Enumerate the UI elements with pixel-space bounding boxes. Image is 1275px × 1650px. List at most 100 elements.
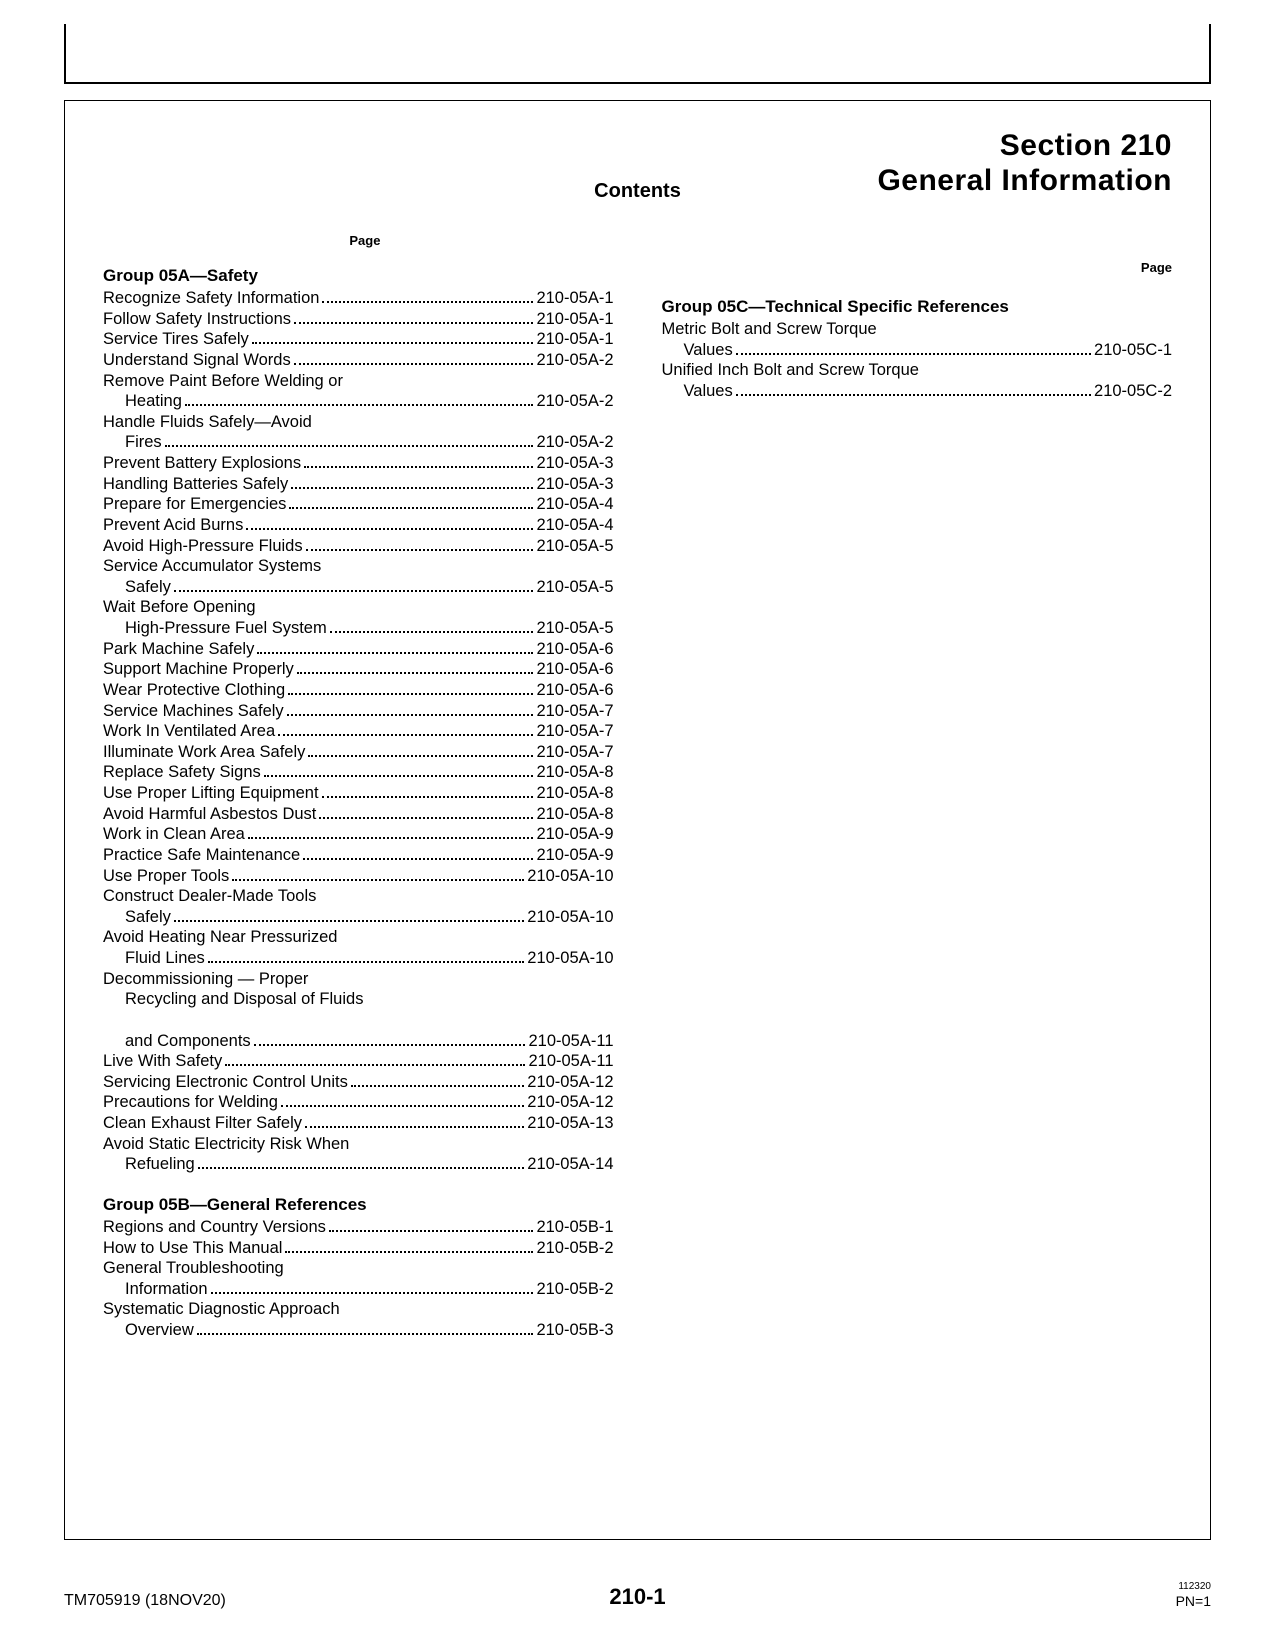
toc-entry-last-row: Prepare for Emergencies 210-05A-4	[103, 494, 614, 515]
toc-entry-title: Live With Safety	[103, 1051, 222, 1072]
content-box: Section 210 General Information Contents…	[64, 100, 1211, 1540]
toc-entry-last-row: Precautions for Welding210-05A-12	[103, 1092, 614, 1113]
toc-page-ref: 210-05B-2	[536, 1279, 613, 1300]
toc-entry-title: Recognize Safety Information	[103, 288, 319, 309]
section-line-2: General Information	[877, 164, 1172, 197]
toc-entry: Decommissioning — ProperRecycling and Di…	[103, 969, 614, 1052]
toc-entry-last-row: Servicing Electronic Control Units210-05…	[103, 1072, 614, 1093]
toc-dots	[330, 621, 534, 633]
group-title: Group 05A—Safety	[103, 266, 614, 286]
toc-entry: Construct Dealer-Made ToolsSafely210-05A…	[103, 886, 614, 927]
toc-entry-last-row: Service Machines Safely 210-05A-7	[103, 701, 614, 722]
toc-entry: Avoid Harmful Asbestos Dust210-05A-8	[103, 804, 614, 825]
toc-entry-line: Service Accumulator Systems	[103, 557, 321, 575]
toc-dots	[225, 1055, 525, 1067]
toc-dots	[198, 1158, 525, 1170]
toc-entry-title: Follow Safety Instructions	[103, 309, 291, 330]
toc-entry-title: Safely	[125, 907, 171, 928]
toc-entry-title: Overview	[125, 1320, 194, 1341]
toc-entry-last-row: Replace Safety Signs210-05A-8	[103, 762, 614, 783]
toc-entry: Avoid High-Pressure Fluids210-05A-5	[103, 536, 614, 557]
toc-entry-last-row: Prevent Acid Burns210-05A-4	[103, 515, 614, 536]
toc-entry: Wait Before OpeningHigh-Pressure Fuel Sy…	[103, 597, 614, 638]
toc-dots	[308, 745, 533, 757]
toc-entry-last-row: Wear Protective Clothing210-05A-6	[103, 680, 614, 701]
toc-page-ref: 210-05A-13	[527, 1113, 613, 1134]
toc-dots	[287, 704, 534, 716]
toc-entry: Prevent Battery Explosions210-05A-3	[103, 453, 614, 474]
toc-entry-title: Fluid Lines	[125, 948, 205, 969]
toc-page-ref: 210-05A-1	[536, 329, 613, 350]
toc-entry-last-row: Practice Safe Maintenance210-05A-9	[103, 845, 614, 866]
toc-entry: Prepare for Emergencies 210-05A-4	[103, 494, 614, 515]
toc-entry-title: Service Machines Safely	[103, 701, 284, 722]
toc-entry: Avoid Heating Near PressurizedFluid Line…	[103, 927, 614, 968]
footer-center: 210-1	[64, 1584, 1211, 1610]
toc-page-ref: 210-05A-7	[536, 701, 613, 722]
toc-entry-title: Clean Exhaust Filter Safely	[103, 1113, 302, 1134]
toc-entry: Recognize Safety Information210-05A-1	[103, 288, 614, 309]
toc-page-ref: 210-05A-9	[536, 845, 613, 866]
toc-page-ref: 210-05A-14	[527, 1154, 613, 1175]
toc-page-ref: 210-05A-11	[528, 1051, 613, 1072]
toc-entry-last-row: Service Tires Safely210-05A-1	[103, 329, 614, 350]
toc-entry: Handle Fluids Safely—AvoidFires210-05A-2	[103, 412, 614, 453]
toc-entry: Follow Safety Instructions 210-05A-1	[103, 309, 614, 330]
toc-entry-last-row: Support Machine Properly210-05A-6	[103, 659, 614, 680]
toc-entry-title: Handling Batteries Safely	[103, 474, 288, 495]
group-title: Group 05C—Technical Specific References	[662, 297, 1173, 317]
toc-entry-title: Fires	[125, 432, 162, 453]
toc-entry: Avoid Static Electricity Risk WhenRefuel…	[103, 1134, 614, 1175]
toc-dots	[254, 1034, 526, 1046]
toc-dots	[232, 869, 524, 881]
toc-dots	[174, 580, 534, 592]
toc-entry-line: Systematic Diagnostic Approach	[103, 1300, 340, 1318]
toc-page-ref: 210-05A-7	[536, 721, 613, 742]
toc-dots	[246, 518, 533, 530]
toc-entry-title: Servicing Electronic Control Units	[103, 1072, 348, 1093]
toc-dots	[291, 477, 533, 489]
toc-entry-title: Work in Clean Area	[103, 824, 245, 845]
toc-entry-last-row: Values210-05C-1	[662, 340, 1173, 361]
toc-page-ref: 210-05A-6	[536, 659, 613, 680]
toc-entry-title: Avoid High-Pressure Fluids	[103, 536, 303, 557]
toc-entry-last-row: Use Proper Tools210-05A-10	[103, 866, 614, 887]
toc-entry-last-row: Work In Ventilated Area210-05A-7	[103, 721, 614, 742]
toc-page-ref: 210-05B-2	[536, 1238, 613, 1259]
toc-page-ref: 210-05A-4	[536, 515, 613, 536]
toc-entry: Precautions for Welding210-05A-12	[103, 1092, 614, 1113]
toc-entry-title: Replace Safety Signs	[103, 762, 261, 783]
toc-entry-line: Decommissioning — Proper	[103, 970, 308, 988]
toc-page-ref: 210-05A-8	[536, 804, 613, 825]
toc-entry-line: Remove Paint Before Welding or	[103, 372, 343, 390]
toc-entry-last-row: Use Proper Lifting Equipment210-05A-8	[103, 783, 614, 804]
toc-page-ref: 210-05A-10	[527, 866, 613, 887]
toc-entry: Service Accumulator SystemsSafely210-05A…	[103, 556, 614, 597]
toc-entry-line: Avoid Static Electricity Risk When	[103, 1135, 349, 1153]
toc-dots	[305, 1116, 524, 1128]
toc-entry-last-row: Handling Batteries Safely210-05A-3	[103, 474, 614, 495]
toc-entry: Prevent Acid Burns210-05A-4	[103, 515, 614, 536]
toc-entry-title: Understand Signal Words	[103, 350, 291, 371]
toc-entry: Handling Batteries Safely210-05A-3	[103, 474, 614, 495]
toc-dots	[252, 333, 534, 345]
toc-entry-last-row: Safely210-05A-10	[103, 907, 614, 928]
toc-page-ref: 210-05A-5	[536, 577, 613, 598]
toc-page-ref: 210-05A-4	[536, 494, 613, 515]
toc-dots	[304, 456, 533, 468]
toc-page-ref: 210-05A-10	[527, 948, 613, 969]
toc-dots	[281, 1096, 524, 1108]
toc-entry-last-row: Fires210-05A-2	[103, 432, 614, 453]
toc-entry: Metric Bolt and Screw TorqueValues210-05…	[662, 319, 1173, 360]
toc-page-ref: 210-05C-2	[1094, 381, 1172, 402]
toc-page-ref: 210-05A-1	[536, 309, 613, 330]
toc-dots	[297, 663, 534, 675]
toc-entry-last-row: Live With Safety 210-05A-11	[103, 1051, 614, 1072]
toc-entry: Regions and Country Versions210-05B-1	[103, 1217, 614, 1238]
toc-dots	[211, 1282, 534, 1294]
toc-entry-last-row: Information210-05B-2	[103, 1279, 614, 1300]
toc-entry-title: Values	[684, 381, 733, 402]
toc-entry-title: Prepare for Emergencies	[103, 494, 286, 515]
toc-entry-last-row: Understand Signal Words210-05A-2	[103, 350, 614, 371]
toc-entry-title: Use Proper Lifting Equipment	[103, 783, 319, 804]
